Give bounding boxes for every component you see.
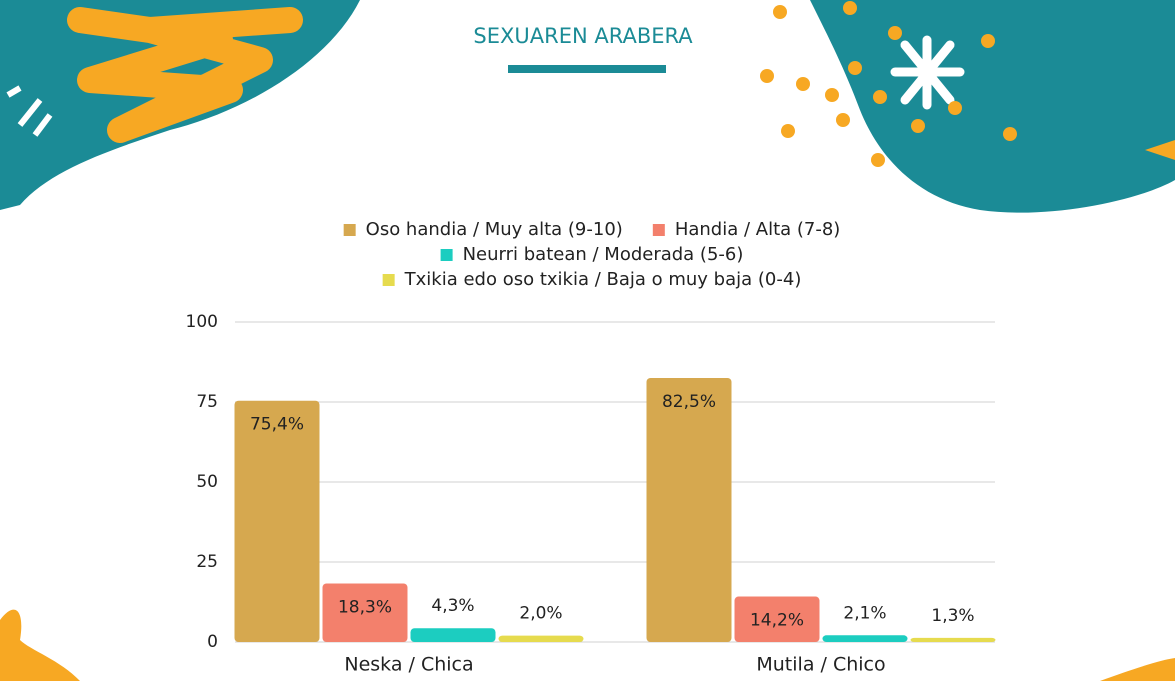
chart: SEXUAREN ARABERA 0 25 50 75 100 Oso handia / …	[0, 0, 1175, 681]
bar	[647, 378, 732, 642]
value-label: 1,3%	[931, 606, 974, 626]
value-label: 75,4%	[250, 415, 304, 435]
legend-swatch	[344, 224, 356, 236]
value-label: 2,1%	[843, 603, 886, 623]
legend-label: Handia / Alta (7-8)	[675, 219, 841, 240]
x-tick-label: Neska / Chica	[344, 654, 473, 676]
bar	[235, 401, 320, 642]
bar	[499, 636, 584, 642]
y-tick-label: 50	[196, 472, 218, 492]
y-tick-label: 75	[196, 392, 218, 412]
x-tick-label: Mutila / Chico	[756, 654, 885, 676]
legend-label: Txikia edo oso txikia / Baja o muy baja …	[404, 269, 802, 290]
bar	[911, 638, 996, 642]
legend-swatch	[441, 249, 453, 261]
decoration	[0, 0, 1175, 681]
bar	[823, 635, 908, 642]
value-label: 18,3%	[338, 597, 392, 617]
value-label: 14,2%	[750, 611, 804, 631]
bar	[411, 628, 496, 642]
legend-label: Neurri batean / Moderada (5-6)	[463, 244, 744, 265]
y-tick-label: 100	[186, 312, 218, 332]
y-tick-label: 25	[196, 552, 218, 572]
chart-title: SEXUAREN ARABERA	[473, 24, 693, 48]
y-tick-label: 0	[207, 632, 218, 652]
value-label: 2,0%	[519, 604, 562, 624]
value-label: 4,3%	[431, 596, 474, 616]
value-label: 82,5%	[662, 392, 716, 412]
legend-swatch	[383, 274, 395, 286]
legend-swatch	[653, 224, 665, 236]
legend-label: Oso handia / Muy alta (9-10)	[366, 219, 623, 240]
